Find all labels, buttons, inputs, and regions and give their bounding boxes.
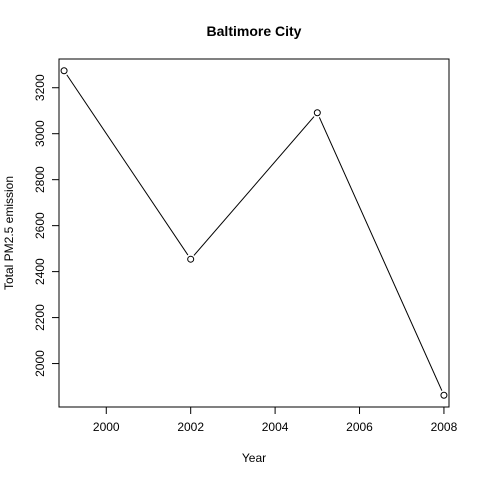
data-point [440, 391, 448, 399]
series-line-segment [193, 116, 315, 256]
y-tick-label: 2000 [33, 350, 47, 377]
x-tick-label: 2004 [262, 420, 289, 434]
y-tick-label: 3000 [33, 120, 47, 147]
y-tick-label: 2800 [33, 166, 47, 193]
series-line-segment [66, 74, 189, 256]
x-tick-label: 2002 [177, 420, 204, 434]
series-line-segment [318, 117, 443, 391]
x-tick-label: 2006 [346, 420, 373, 434]
data-point [187, 255, 195, 263]
y-tick-label: 3200 [33, 74, 47, 101]
plot-area-frame [58, 58, 450, 408]
x-axis-label: Year [242, 451, 266, 465]
chart-title: Baltimore City [207, 23, 302, 39]
y-tick-label: 2200 [33, 304, 47, 331]
x-axis: 2000 2002 2004 2006 2008 [93, 407, 458, 434]
y-tick-label: 2600 [33, 212, 47, 239]
series-layer [60, 67, 448, 399]
data-point [313, 109, 321, 117]
y-axis-label: Total PM2.5 emission [2, 176, 16, 290]
x-tick-label: 2008 [431, 420, 458, 434]
y-axis: 2000 2200 2400 2600 2800 3000 3200 [33, 74, 59, 377]
data-point [60, 67, 68, 75]
y-tick-label: 2400 [33, 258, 47, 285]
x-tick-label: 2000 [93, 420, 120, 434]
